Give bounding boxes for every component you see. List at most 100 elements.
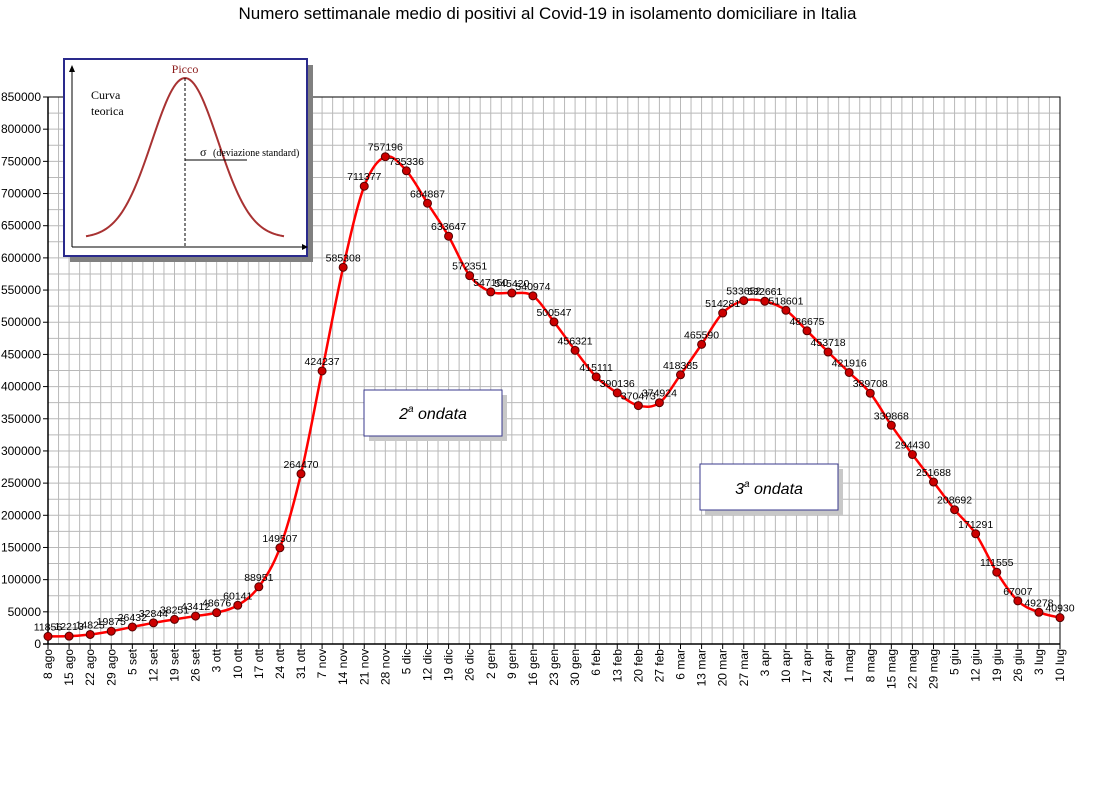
data-label: 518601 [768, 295, 803, 307]
x-tick-label: 21 nov [357, 649, 371, 685]
data-point [486, 287, 496, 297]
y-tick-label: 550000 [1, 283, 41, 297]
data-point [570, 345, 580, 355]
series-markers [43, 152, 1065, 641]
data-point [886, 420, 896, 430]
data-label: 171291 [958, 519, 993, 531]
data-point [907, 450, 917, 460]
data-label: 38251 [160, 604, 189, 616]
data-point [823, 347, 833, 357]
data-point [275, 543, 285, 553]
wave3-box [699, 463, 839, 511]
x-tick-label: 3 apr [758, 649, 772, 676]
y-tick-label: 700000 [1, 187, 41, 201]
data-point [507, 288, 517, 298]
data-label: 111555 [980, 557, 1014, 569]
data-label: 532661 [747, 286, 782, 298]
wave3-annotation: 3a ondata [699, 463, 843, 515]
wave2-annotation: 2a ondata [363, 389, 507, 441]
x-tick-label: 9 gen [505, 649, 519, 679]
data-label: 48676 [202, 598, 231, 610]
data-label: 26432 [118, 612, 147, 624]
data-label: 264470 [283, 459, 318, 471]
y-tick-label: 100000 [1, 573, 41, 587]
x-tick-label: 20 feb [631, 649, 645, 683]
data-point [591, 372, 601, 382]
data-point [191, 611, 201, 621]
x-tick-label: 28 nov [378, 649, 392, 685]
data-label: 415111 [579, 362, 613, 374]
data-label: 251688 [916, 467, 951, 479]
data-label: 533652 [726, 286, 761, 298]
y-tick-label: 400000 [1, 380, 41, 394]
x-tick-label: 1 mag [842, 649, 856, 682]
data-label: 711377 [347, 171, 381, 183]
x-tick-label: 10 lug [1053, 649, 1067, 682]
data-label: 453718 [811, 337, 846, 349]
inset-theoretical-curve: Picco Curva teorica σ (deviazione standa… [63, 58, 313, 262]
data-label: 486675 [789, 316, 824, 328]
x-tick-label: 26 set [189, 648, 203, 681]
data-point [676, 370, 685, 380]
data-label: 339868 [874, 410, 909, 422]
wave2-label: 2a ondata [398, 404, 467, 423]
x-tick-label: 20 mar [716, 649, 730, 686]
x-tick-label: 8 mag [863, 649, 877, 682]
x-tick-label: 22 ago [83, 649, 97, 686]
wave3-label: 3a ondata [735, 479, 803, 498]
x-tick-label: 17 apr [800, 649, 814, 683]
x-tick-label: 29 mag [927, 649, 941, 689]
data-point [212, 608, 222, 618]
y-tick-label: 450000 [1, 347, 41, 361]
x-tick-label: 10 apr [779, 649, 793, 683]
data-point [380, 152, 390, 162]
wave2-box [363, 389, 503, 437]
inset-curve-label-1: Curva [91, 88, 121, 102]
x-tick-label: 5 set [125, 648, 139, 675]
data-point [465, 271, 475, 281]
data-label: 735336 [389, 156, 424, 168]
data-label: 60141 [223, 590, 252, 602]
data-label: 19875 [97, 616, 126, 628]
x-tick-label: 27 feb [652, 649, 666, 683]
data-point [992, 567, 1002, 577]
data-label: 424237 [305, 356, 340, 368]
x-tick-label: 16 gen [526, 649, 540, 686]
x-tick-label: 3 lug [1032, 649, 1046, 675]
data-label: 11856 [34, 621, 63, 633]
data-point [106, 626, 116, 636]
data-point [1013, 596, 1023, 606]
x-tick-label: 12 giu [969, 649, 983, 682]
data-point [865, 388, 875, 398]
y-tick-labels: 0 50000 100000 150000 200000 250000 300000 3500… [1, 90, 48, 651]
data-label: 49278 [1024, 597, 1053, 609]
data-point [127, 622, 137, 632]
x-tick-label: 30 gen [568, 649, 582, 686]
x-tick-label: 19 giu [990, 649, 1004, 682]
inset-curve-label-2: teorica [91, 104, 124, 118]
x-tick-label: 17 ott [252, 648, 266, 679]
data-point [528, 291, 538, 301]
x-tick-label: 7 nov [315, 649, 329, 678]
x-tick-label: 31 ott [294, 648, 308, 679]
data-point [359, 181, 369, 191]
data-label: 294430 [895, 440, 930, 452]
data-label: 684887 [410, 188, 445, 200]
data-labels: 1185612213148251987526432328443825143412… [34, 142, 1075, 634]
y-tick-label: 50000 [8, 605, 42, 619]
data-point [549, 317, 559, 327]
data-label: 572351 [452, 261, 487, 273]
data-point [697, 339, 707, 349]
x-tick-label: 15 mag [884, 649, 898, 689]
x-tick-label: 5 giu [948, 649, 962, 675]
data-label: 12213 [54, 621, 83, 633]
data-label: 421916 [832, 357, 867, 369]
data-point [654, 398, 664, 408]
data-label: 149507 [262, 533, 297, 545]
y-tick-label: 0 [34, 637, 41, 651]
x-tick-label: 6 feb [589, 649, 603, 676]
data-point [633, 401, 643, 411]
data-point [444, 231, 454, 241]
inset-y-arrow [69, 65, 75, 72]
